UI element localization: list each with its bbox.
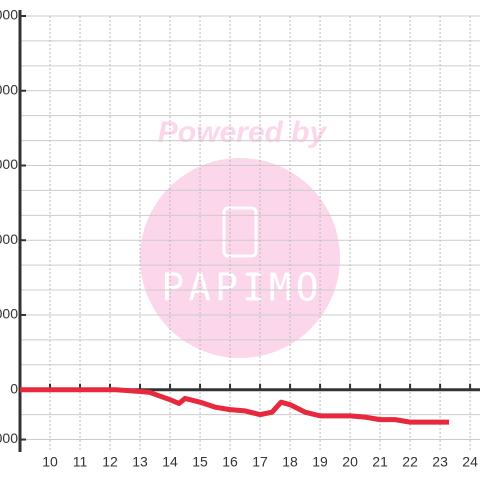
x-tick-label: 13	[132, 454, 148, 470]
x-tick-label: 24	[462, 454, 478, 470]
x-tick-label: 20	[342, 454, 358, 470]
x-tick-label: 10	[42, 454, 58, 470]
x-tick-label: 15	[192, 454, 208, 470]
watermark-logo: PAPIMO	[161, 266, 322, 310]
x-tick-label: 21	[372, 454, 388, 470]
x-tick-label: 19	[312, 454, 328, 470]
x-tick-label: 12	[102, 454, 118, 470]
y-tick-label: 120,000	[0, 81, 18, 97]
x-tick-label: 18	[282, 454, 298, 470]
x-tick-label: 22	[402, 454, 418, 470]
x-tick-label: 17	[252, 454, 268, 470]
y-tick-label: 150,000	[0, 7, 18, 23]
y-tick-label: 90,000	[0, 156, 18, 172]
y-tick-label: -20,000	[0, 430, 18, 446]
line	[20, 387, 450, 425]
y-tick-label: 0	[10, 380, 18, 396]
x-tick-label: 11	[73, 454, 88, 470]
x-tick-label: 23	[432, 454, 448, 470]
watermark-icon	[222, 206, 258, 258]
x-tick-label: 14	[162, 454, 178, 470]
y-tick-label: 30,000	[0, 306, 18, 322]
x-tick-label: 16	[222, 454, 238, 470]
y-tick-label: 60,000	[0, 231, 18, 247]
watermark-text: Powered by	[158, 116, 328, 149]
